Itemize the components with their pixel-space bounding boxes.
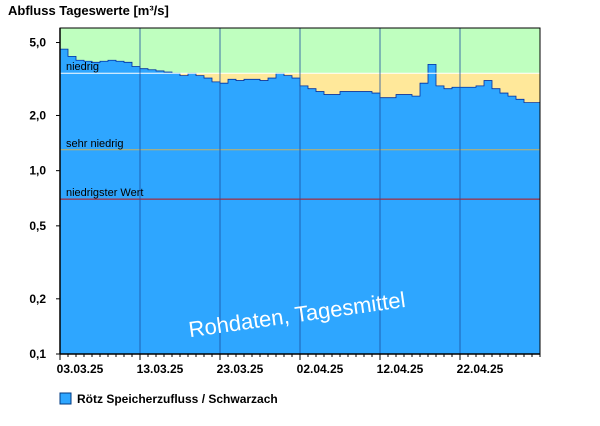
x-tick-label-2: 23.03.25 [217, 362, 264, 376]
chart-title: Abfluss Tageswerte [m³/s] [8, 3, 169, 18]
x-tick-label-5: 22.04.25 [457, 362, 504, 376]
x-tick-label-4: 12.04.25 [377, 362, 424, 376]
legend-swatch [59, 392, 72, 405]
y-tick-label-1: 2,0 [29, 108, 46, 122]
y-tick-label-5: 0,1 [29, 347, 46, 361]
x-tick-label-1: 13.03.25 [137, 362, 184, 376]
legend-label: Rötz Speicherzufluss / Schwarzach [77, 392, 278, 406]
x-tick-label-3: 02.04.25 [297, 362, 344, 376]
plot-area: niedrig sehr niedrig niedrigster Wert [59, 27, 541, 355]
y-tick-label-4: 0,2 [29, 292, 46, 306]
zone-label-3: niedrigster Wert [66, 187, 143, 199]
y-axis: 5,0 2,0 1,0 0,5 0,2 0,1 [29, 28, 61, 361]
zone-label-1: niedrig [66, 61, 99, 73]
y-tick-label-0: 5,0 [29, 36, 46, 50]
zone-label-2: sehr niedrig [66, 138, 123, 150]
y-tick-label-3: 0,5 [29, 219, 46, 233]
x-tick-label-0: 03.03.25 [57, 362, 104, 376]
y-tick-label-2: 1,0 [29, 164, 46, 178]
x-axis: 03.03.25 13.03.25 23.03.25 02.04.25 12.04.25… [57, 353, 541, 376]
